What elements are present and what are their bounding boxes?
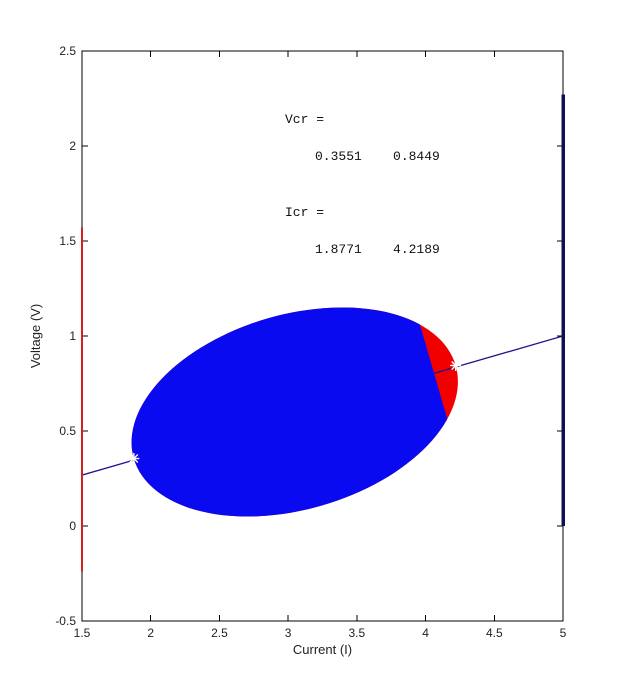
critical-point-markers [128, 359, 462, 465]
edge-curves [81, 94, 565, 572]
x-tick-label: 2.5 [211, 626, 228, 640]
x-tick-label: 3.5 [349, 626, 366, 640]
asterisk-stroke [129, 454, 139, 464]
icr-annotation-label: Icr = [285, 205, 325, 220]
vcr-annotation-values: 0.3551 0.8449 [315, 149, 440, 164]
asterisk-stroke [451, 360, 461, 370]
y-tick-label: 0.5 [59, 424, 76, 438]
y-tick-label: 1 [69, 329, 76, 343]
asterisk-marker-icon [450, 359, 462, 371]
oscillation-region [82, 307, 563, 517]
y-tick-label: 2 [69, 139, 76, 153]
tick-labels: 1.5 2 2.5 3 3.5 4 4.5 5 -0.5 0 0.5 1 1.5 2 2.5 [55, 44, 566, 640]
x-tick-label: 2 [147, 626, 154, 640]
y-tick-label: 2.5 [59, 44, 76, 58]
vcr-annotation-label: Vcr = [285, 112, 325, 127]
x-tick-label: 3 [285, 626, 292, 640]
icr-annotation-values: 1.8771 4.2189 [315, 242, 440, 257]
axis-ticks [81, 50, 564, 622]
x-tick-label: 1.5 [74, 626, 91, 640]
y-axis-label: Voltage (V) [28, 304, 43, 368]
x-axis-label: Current (I) [293, 642, 352, 657]
y-tick-label: 0 [69, 519, 76, 533]
y-tick-label: 1.5 [59, 234, 76, 248]
x-tick-label: 4.5 [486, 626, 503, 640]
x-tick-label: 4 [422, 626, 429, 640]
y-tick-label: -0.5 [55, 614, 76, 628]
envelope-blue-region [131, 307, 458, 517]
asterisk-marker-icon [128, 453, 140, 465]
x-tick-label: 5 [560, 626, 567, 640]
